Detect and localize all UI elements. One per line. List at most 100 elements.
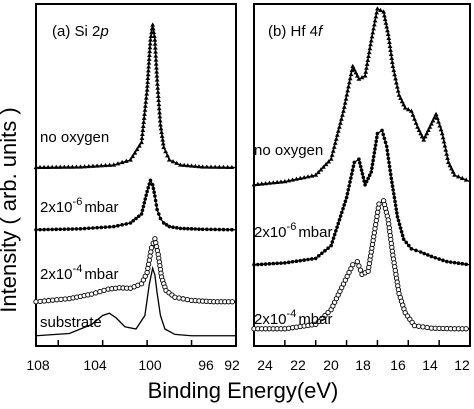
data-point [369, 34, 375, 39]
data-point [415, 124, 420, 129]
data-point [229, 299, 235, 305]
data-point [394, 207, 399, 211]
data-point [267, 180, 272, 185]
data-point [375, 6, 380, 11]
data-point [401, 102, 407, 107]
data-point [139, 135, 145, 141]
data-point [164, 223, 169, 227]
data-point [456, 174, 461, 179]
data-point [421, 137, 427, 142]
data-point [334, 229, 338, 233]
data-point [349, 172, 354, 176]
data-point [91, 226, 95, 230]
series-label-exponent: -6 [73, 196, 83, 208]
series-label-text: no oxygen [40, 129, 109, 146]
data-point [140, 208, 145, 213]
data-point [165, 153, 170, 158]
data-point [140, 123, 146, 128]
series-label: no oxygen [254, 142, 323, 159]
data-point [365, 57, 371, 62]
data-point [157, 114, 163, 119]
x-tick-label: 22 [290, 357, 306, 373]
data-point [341, 206, 345, 211]
data-point [178, 226, 183, 231]
data-point [346, 84, 351, 89]
data-point [343, 96, 349, 101]
data-point [180, 296, 186, 302]
data-point [363, 183, 367, 187]
data-point [439, 131, 445, 136]
data-point [74, 164, 79, 169]
data-point [144, 87, 150, 92]
data-point [309, 173, 315, 178]
data-point [46, 227, 50, 232]
data-point [432, 115, 437, 120]
data-point [216, 164, 222, 169]
data-point [442, 143, 448, 148]
data-point [145, 265, 151, 272]
data-point [155, 81, 160, 86]
data-point [447, 163, 453, 168]
data-point [339, 116, 344, 121]
data-point [364, 65, 369, 70]
data-point [363, 69, 369, 74]
data-point [172, 294, 178, 300]
data-point [116, 223, 120, 228]
data-point [408, 108, 414, 113]
series-label-unit: mbar [298, 311, 332, 328]
data-point [388, 51, 394, 56]
data-point [373, 14, 379, 19]
data-point [259, 262, 264, 267]
series-label-text: no oxygen [254, 142, 323, 159]
data-point [315, 169, 321, 175]
data-point [372, 18, 378, 23]
data-point [402, 105, 408, 110]
data-point [375, 135, 379, 140]
data-point [212, 164, 218, 169]
data-point [388, 168, 392, 173]
data-point [42, 227, 46, 232]
series-label: no oxygen [40, 129, 109, 146]
data-point [345, 88, 351, 93]
data-point [147, 45, 153, 50]
data-point [371, 230, 377, 236]
series-label-unit: mbar [84, 266, 118, 283]
data-point [145, 72, 151, 77]
data-point [189, 163, 194, 168]
data-point [429, 121, 434, 126]
data-point [98, 163, 104, 168]
data-point [444, 151, 450, 156]
data-point [153, 57, 159, 62]
data-point [388, 172, 393, 177]
data-point [159, 129, 164, 135]
data-point [163, 149, 169, 154]
data-point [404, 240, 409, 245]
data-point [221, 164, 226, 169]
panel-title: (b) Hf 4f [268, 23, 324, 40]
series-label-exponent: -4 [287, 308, 297, 320]
data-point [370, 166, 374, 170]
data-point [373, 217, 379, 224]
data-point [361, 175, 366, 180]
data-point [381, 9, 386, 14]
data-point [386, 39, 392, 44]
data-point [369, 170, 374, 174]
data-point [409, 247, 414, 251]
data-point [459, 175, 465, 180]
data-point [450, 169, 456, 174]
data-point [391, 188, 395, 192]
data-point [464, 262, 468, 267]
data-point [387, 43, 393, 48]
data-point [294, 176, 299, 181]
data-point [338, 120, 343, 125]
data-point [378, 7, 383, 12]
data-point [154, 203, 159, 207]
data-point [366, 49, 372, 55]
data-point [427, 124, 433, 129]
x-tick-label: 92 [224, 357, 240, 373]
data-point [373, 147, 377, 151]
x-tick-label: 18 [355, 357, 371, 373]
data-point [418, 131, 424, 136]
data-point [186, 226, 190, 231]
data-point [352, 160, 357, 165]
